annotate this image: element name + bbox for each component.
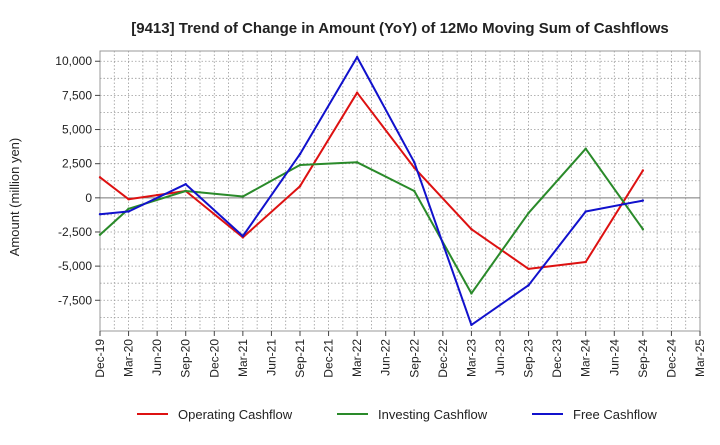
x-tick-label: Mar-22 xyxy=(350,339,364,377)
operating-cashflow-point xyxy=(298,185,302,188)
x-tick-label: Mar-23 xyxy=(464,339,478,377)
y-tick-label: 7,500 xyxy=(62,88,92,102)
investing-cashflow-point xyxy=(241,195,245,198)
y-tick-label: 10,000 xyxy=(55,54,92,68)
x-axis-ticks: Dec-19 Mar-20 Jun-20 Sep-20 Dec-20 Mar-21 Jun-… xyxy=(93,331,707,378)
x-tick-label: Mar-20 xyxy=(122,339,136,377)
free-cashflow-point xyxy=(413,161,416,164)
x-tick-label: Mar-21 xyxy=(236,339,250,377)
x-tick-label: Sep-23 xyxy=(522,339,536,378)
operating-cashflow-point xyxy=(127,197,130,201)
investing-cashflow-point xyxy=(98,233,102,236)
grid-lines xyxy=(100,51,700,331)
x-tick-label: Dec-22 xyxy=(436,339,450,378)
free-cashflow-point xyxy=(298,152,302,156)
x-tick-label: Jun-24 xyxy=(607,339,621,376)
y-tick-label: 0 xyxy=(85,191,92,205)
y-tick-label: 2,500 xyxy=(62,157,92,171)
x-tick-label: Dec-20 xyxy=(207,339,221,378)
y-tick-label: -7,500 xyxy=(58,293,92,307)
x-tick-label: Dec-23 xyxy=(550,339,564,378)
investing-cashflow-point xyxy=(298,163,302,167)
investing-cashflow-point xyxy=(527,211,530,215)
y-axis-label: Amount (million yen) xyxy=(7,138,22,257)
operating-cashflow-point xyxy=(527,267,530,271)
investing-cashflow-point xyxy=(470,292,473,295)
x-tick-label: Jun-20 xyxy=(150,339,164,376)
chart-title: [9413] Trend of Change in Amount (YoY) o… xyxy=(131,20,669,37)
free-cashflow-point xyxy=(527,284,530,287)
x-tick-label: Dec-24 xyxy=(664,339,678,378)
free-cashflow-point xyxy=(584,210,587,213)
operating-cashflow-point xyxy=(584,260,587,264)
free-cashflow-point xyxy=(127,210,130,213)
x-tick-label: Mar-24 xyxy=(579,339,593,377)
x-tick-label: Mar-25 xyxy=(693,339,707,377)
investing-cashflow-point xyxy=(127,207,130,210)
operating-cashflow-point xyxy=(355,91,359,94)
investing-cashflow-point xyxy=(184,189,187,193)
x-tick-label: Dec-19 xyxy=(93,339,107,378)
free-cashflow-point xyxy=(470,323,473,327)
investing-cashflow-point xyxy=(641,228,645,231)
x-tick-label: Jun-21 xyxy=(264,339,278,376)
free-cashflow-point xyxy=(241,234,245,238)
x-tick-label: Sep-24 xyxy=(636,339,650,378)
operating-cashflow-point xyxy=(155,193,159,197)
free-cashflow-point xyxy=(98,213,102,216)
operating-cashflow-point xyxy=(98,176,102,179)
investing-cashflow-point xyxy=(355,161,359,164)
y-axis-ticks: -7,500 -5,000 -2,500 0 2,500 5,000 7,500 10,000 xyxy=(55,54,100,307)
x-tick-label: Dec-21 xyxy=(322,339,336,378)
x-tick-label: Sep-20 xyxy=(179,339,193,378)
x-tick-label: Sep-21 xyxy=(293,339,307,378)
investing-cashflow-point xyxy=(413,189,416,193)
operating-cashflow-line xyxy=(99,91,644,270)
free-cashflow-point xyxy=(355,55,359,59)
legend: Operating Cashflow Investing Cashflow Free… xyxy=(137,407,657,422)
free-cashflow-point xyxy=(184,182,187,186)
investing-cashflow-legend-label: Investing Cashflow xyxy=(378,407,488,422)
y-tick-label: 5,000 xyxy=(62,123,92,137)
free-cashflow-legend-label: Free Cashflow xyxy=(573,407,657,422)
operating-cashflow-point xyxy=(413,166,416,169)
x-tick-label: Jun-22 xyxy=(379,339,393,376)
free-cashflow-point xyxy=(641,199,645,202)
operating-cashflow-point xyxy=(470,228,473,231)
y-tick-label: -5,000 xyxy=(58,259,92,273)
y-tick-label: -2,500 xyxy=(58,225,92,239)
operating-cashflow-legend-label: Operating Cashflow xyxy=(178,407,293,422)
investing-cashflow-point xyxy=(584,147,587,150)
x-tick-label: Jun-23 xyxy=(493,339,507,376)
series-lines xyxy=(98,55,645,327)
x-tick-label: Sep-22 xyxy=(407,339,421,378)
operating-cashflow-point xyxy=(641,169,645,172)
